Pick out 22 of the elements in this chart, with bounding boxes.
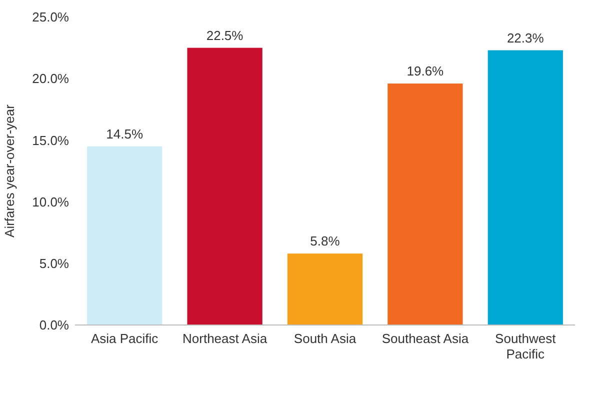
data-label: 19.6%: [406, 64, 444, 79]
y-tick-label: 0.0%: [39, 318, 70, 333]
y-tick-label: 5.0%: [39, 256, 70, 271]
data-label: 14.5%: [106, 126, 144, 142]
x-tick-label: Southeast Asia: [382, 331, 470, 346]
data-label: 5.8%: [310, 234, 340, 249]
data-label: 22.5%: [206, 28, 244, 43]
bar: [488, 50, 563, 325]
y-tick-label: 20.0%: [32, 71, 70, 86]
x-tick-label: Asia Pacific: [91, 331, 159, 346]
y-tick-label: 25.0%: [32, 10, 70, 25]
data-label: 22.3%: [506, 30, 544, 46]
bar: [287, 254, 363, 325]
x-tick-label: Northeast Asia: [182, 331, 268, 346]
y-tick-label: 15.0%: [32, 132, 70, 148]
y-tick-label: 10.0%: [32, 194, 70, 210]
x-tick-label: South Asia: [294, 331, 357, 346]
bar: [388, 84, 463, 325]
bar: [187, 48, 262, 325]
bar: [87, 146, 162, 325]
x-tick-label: Southwest Pacific: [495, 331, 556, 362]
y-axis-title: Airfares year-over-year: [2, 104, 17, 238]
